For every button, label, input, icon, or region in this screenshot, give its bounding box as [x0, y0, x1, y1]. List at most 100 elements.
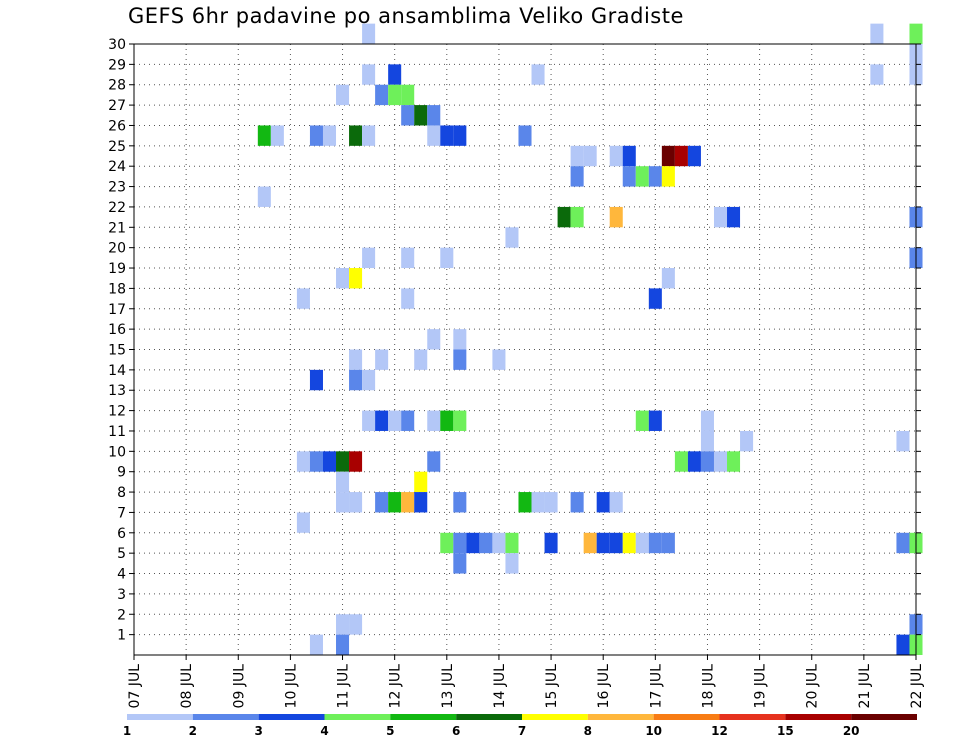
heatmap-cell — [896, 430, 910, 452]
heatmap-cell — [453, 125, 467, 146]
heatmap-cell — [609, 206, 623, 228]
heatmap-cell — [674, 145, 688, 167]
legend-label: 10 — [645, 724, 662, 738]
y-tick-label: 22 — [108, 200, 126, 216]
x-tick-label: 08 JUL — [179, 664, 195, 709]
y-tick-label: 11 — [108, 424, 126, 440]
legend-label: 7 — [518, 724, 526, 738]
y-tick-label: 15 — [108, 343, 126, 359]
heatmap-cell — [570, 166, 584, 187]
heatmap-cell — [635, 410, 649, 431]
y-tick-label: 19 — [108, 261, 126, 277]
heatmap-cell — [648, 166, 662, 187]
heatmap-cell — [622, 166, 636, 187]
heatmap-cell — [427, 105, 441, 126]
heatmap-cell — [505, 553, 519, 574]
y-tick-label: 20 — [108, 241, 126, 257]
x-tick-label: 18 JUL — [700, 664, 716, 709]
y-tick-label: 30 — [108, 37, 126, 53]
chart-title: GEFS 6hr padavine po ansamblima Veliko G… — [128, 4, 684, 28]
legend-label: 5 — [386, 724, 394, 738]
x-tick-label: 17 JUL — [648, 664, 664, 709]
heatmap-cell — [336, 84, 350, 106]
y-tick-label: 8 — [117, 485, 126, 501]
heatmap-cell — [427, 125, 441, 146]
legend-color-swatch — [258, 714, 325, 720]
heatmap-cell — [453, 492, 467, 513]
heatmap-cell — [362, 369, 376, 391]
x-tick-label: 07 JUL — [127, 664, 143, 709]
x-tick-label: 09 JUL — [231, 664, 247, 709]
heatmap-cell — [309, 369, 323, 391]
legend-color-swatch — [390, 714, 457, 720]
heatmap-cell — [740, 430, 754, 452]
y-tick-label: 9 — [117, 465, 126, 481]
legend-label: 1 — [123, 724, 131, 738]
heatmap-cell — [322, 451, 337, 472]
heatmap-cell — [427, 410, 441, 431]
heatmap-cell — [349, 614, 363, 635]
heatmap-cell — [296, 288, 310, 309]
heatmap-cell — [870, 23, 884, 44]
heatmap-cell — [583, 532, 597, 554]
heatmap-cell — [401, 492, 415, 513]
heatmap-cell — [375, 492, 389, 513]
y-tick-label: 27 — [108, 98, 126, 114]
heatmap-cell — [414, 349, 428, 370]
legend-label: 15 — [777, 724, 794, 738]
heatmap-cell — [257, 186, 271, 207]
heatmap-cell — [661, 268, 675, 289]
heatmap-cell — [505, 227, 519, 248]
heatmap-cell — [492, 349, 506, 370]
heatmap-cell — [375, 410, 389, 431]
heatmap-cell — [609, 145, 623, 167]
x-tick-label: 12 JUL — [388, 664, 404, 709]
heatmap-cell — [362, 64, 376, 85]
heatmap-cell — [648, 410, 662, 431]
x-tick-label: 13 JUL — [440, 664, 456, 709]
heatmap-cell — [401, 247, 415, 269]
legend-color-swatch — [127, 714, 193, 720]
heatmap-cell — [388, 492, 402, 513]
y-tick-label: 6 — [117, 526, 126, 542]
heatmap-cell — [336, 614, 350, 635]
heatmap-cell — [727, 206, 741, 228]
legend-label: 12 — [711, 724, 728, 738]
heatmap-cell — [375, 349, 389, 370]
y-tick-label: 25 — [108, 139, 126, 155]
x-tick-label: 21 JUL — [857, 664, 873, 709]
heatmap-cell — [596, 492, 610, 513]
legend-color-swatch — [522, 714, 588, 720]
x-tick-label: 15 JUL — [544, 664, 560, 709]
heatmap-cell — [336, 268, 350, 289]
heatmap-cell — [870, 64, 884, 85]
heatmap-cell — [622, 145, 636, 167]
legend-color-swatch — [587, 714, 654, 720]
heatmap-cell — [609, 492, 623, 513]
heatmap-cell — [570, 492, 584, 513]
heatmap-cell — [401, 105, 415, 126]
heatmap-cell — [727, 451, 741, 472]
heatmap-cell — [635, 532, 649, 554]
heatmap-cell — [896, 634, 910, 655]
y-tick-label: 4 — [117, 567, 126, 583]
y-tick-label: 2 — [117, 607, 126, 623]
heatmap-cell — [700, 410, 714, 431]
y-tick-label: 1 — [117, 628, 126, 644]
heatmap-cell — [909, 23, 923, 44]
heatmap-cell — [453, 410, 467, 431]
heatmap-cell — [557, 206, 571, 228]
y-tick-label: 18 — [108, 281, 126, 297]
heatmap-cell — [583, 145, 597, 167]
heatmap-cell — [309, 451, 323, 472]
heatmap-cell — [362, 410, 376, 431]
heatmap-cell — [453, 532, 467, 554]
heatmap-cell — [661, 145, 675, 167]
heatmap-cell — [349, 349, 363, 370]
y-tick-label: 29 — [108, 57, 126, 73]
heatmap-cell — [700, 451, 714, 472]
heatmap-cell — [336, 634, 350, 655]
legend-color-swatch — [851, 714, 917, 720]
legend-label: 8 — [584, 724, 592, 738]
heatmap-cell — [427, 451, 441, 472]
